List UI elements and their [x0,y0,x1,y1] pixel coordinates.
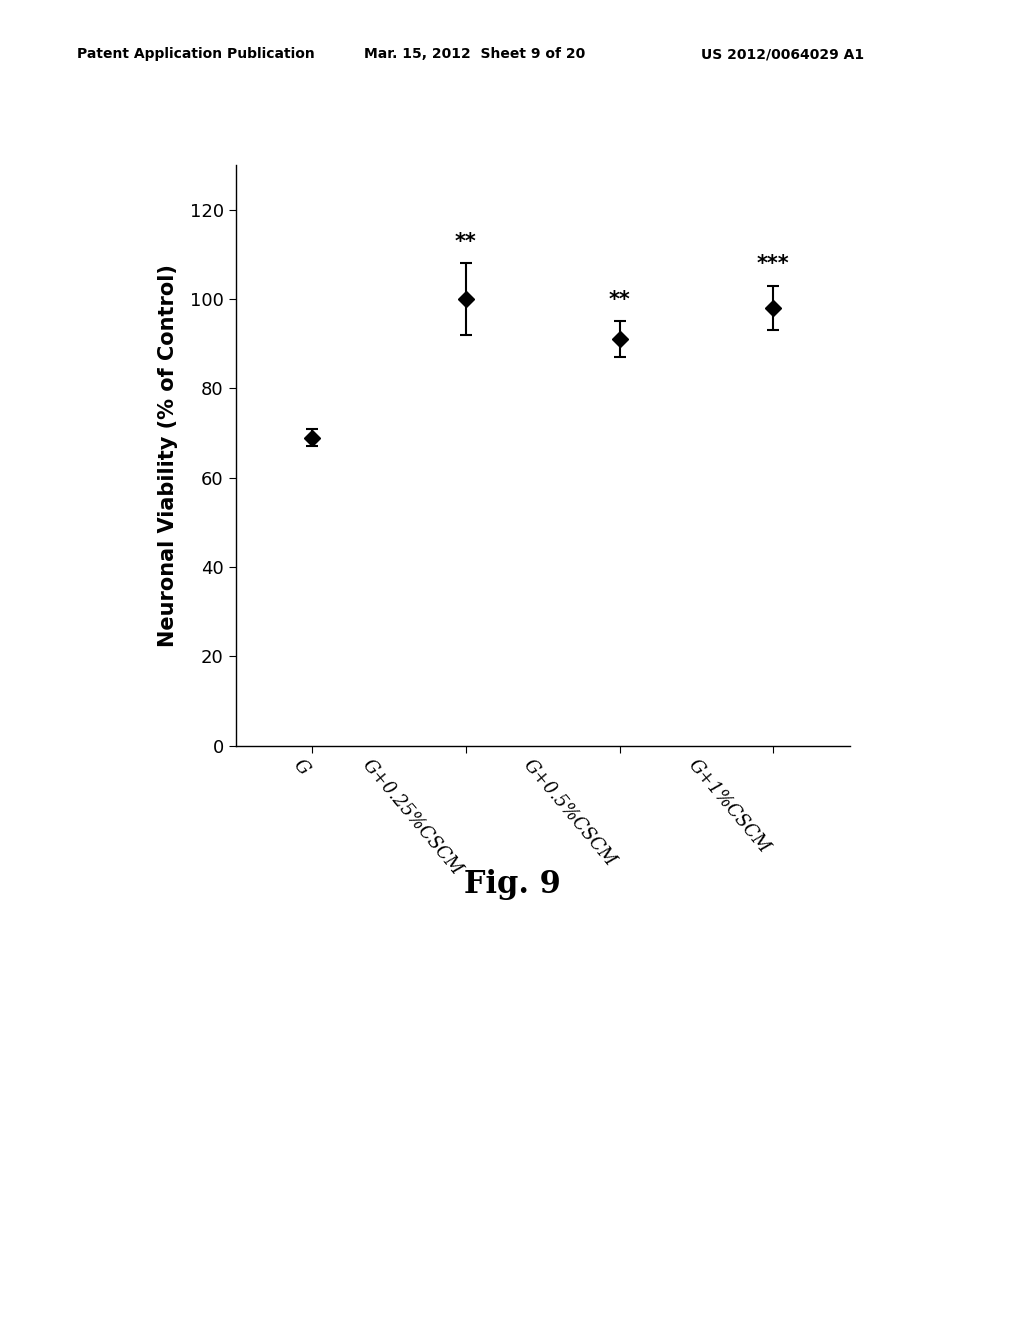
Text: ***: *** [757,255,790,275]
Text: **: ** [455,232,477,252]
Y-axis label: Neuronal Viability (% of Control): Neuronal Viability (% of Control) [159,264,178,647]
Text: US 2012/0064029 A1: US 2012/0064029 A1 [701,48,864,61]
Text: Patent Application Publication: Patent Application Publication [77,48,314,61]
Text: **: ** [608,290,631,310]
Text: Mar. 15, 2012  Sheet 9 of 20: Mar. 15, 2012 Sheet 9 of 20 [364,48,585,61]
Text: Fig. 9: Fig. 9 [464,869,560,900]
